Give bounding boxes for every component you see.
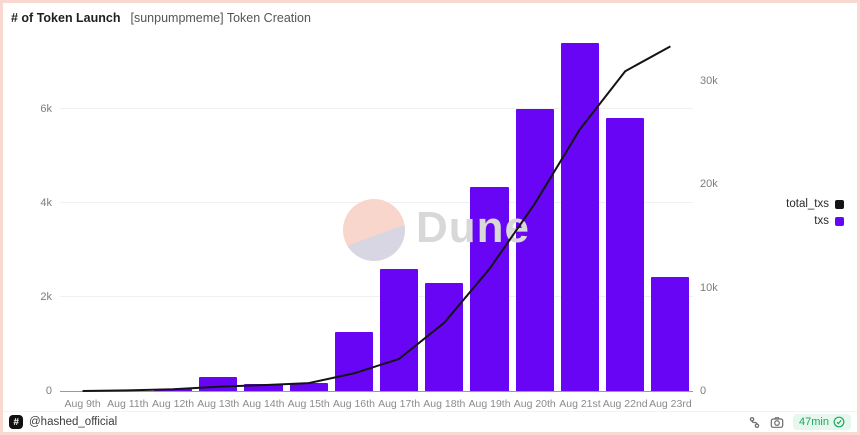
footer-author-group: # @hashed_official <box>9 415 117 429</box>
chart-subtitle: [sunpumpmeme] Token Creation <box>130 11 311 25</box>
left-y-tick-label: 0 <box>45 385 52 397</box>
x-tick-label: Aug 17th <box>378 398 421 410</box>
bar-aug-18th[interactable] <box>425 282 464 391</box>
chart-header: # of Token Launch [sunpumpmeme] Token Cre… <box>11 9 311 27</box>
legend-item-txs[interactable]: txs <box>814 215 844 227</box>
bar-aug-22nd[interactable] <box>606 118 645 391</box>
right-y-tick-label: 20k <box>700 178 718 191</box>
chart-title: # of Token Launch <box>11 11 121 25</box>
bar-aug-21st[interactable] <box>560 43 600 391</box>
x-tick-label: Aug 15th <box>287 398 330 410</box>
x-tick-label: Aug 19th <box>468 398 511 410</box>
legend-swatch <box>835 216 844 226</box>
dune-watermark-text: Dune <box>416 203 530 252</box>
dune-logo-icon <box>343 199 405 261</box>
x-tick-label: Aug 11th <box>107 398 149 410</box>
bar-aug-15th[interactable] <box>289 382 328 391</box>
x-tick-label: Aug 20th <box>513 398 556 410</box>
refresh-badge-label: 47min <box>799 416 829 428</box>
x-tick-label: Aug 23rd <box>649 398 692 410</box>
author-handle[interactable]: @hashed_official <box>29 416 118 428</box>
right-y-tick-label: 30k <box>700 74 718 87</box>
fork-icon[interactable] <box>748 416 761 429</box>
bar-aug-23rd[interactable] <box>651 276 690 391</box>
hashed-logo-icon: # <box>9 415 23 429</box>
bar-aug-14th[interactable] <box>244 384 283 391</box>
embed-footer: # @hashed_official 47min <box>3 411 857 432</box>
bar-aug-16th[interactable] <box>334 332 373 391</box>
right-y-tick-label: 0 <box>700 385 707 397</box>
x-tick-label: Aug 21st <box>559 398 601 410</box>
x-tick-label: Aug 12th <box>152 398 195 410</box>
x-tick-label: Aug 22nd <box>602 398 648 410</box>
refresh-badge[interactable]: 47min <box>793 414 851 430</box>
bar-aug-13th[interactable] <box>199 376 238 391</box>
right-y-tick-label: 10k <box>700 281 718 294</box>
legend-label: total_txs <box>786 198 829 210</box>
x-tick-label: Aug 13th <box>197 398 240 410</box>
left-y-tick-label: 2k <box>40 290 52 303</box>
bar-aug-17th[interactable] <box>380 268 419 391</box>
left-y-tick-label: 4k <box>40 196 52 209</box>
x-tick-label: Aug 9th <box>64 398 101 410</box>
camera-icon[interactable] <box>770 416 784 429</box>
legend-item-total_txs[interactable]: total_txs <box>786 198 844 210</box>
x-axis-line <box>60 391 693 392</box>
x-tick-label: Aug 18th <box>423 398 466 410</box>
x-tick-label: Aug 16th <box>332 398 375 410</box>
check-circle-icon <box>833 416 845 428</box>
x-tick-label: Aug 14th <box>242 398 285 410</box>
footer-actions: 47min <box>748 414 851 430</box>
left-y-tick-label: 6k <box>40 102 52 115</box>
legend-label: txs <box>814 215 829 227</box>
legend-swatch <box>835 199 844 209</box>
